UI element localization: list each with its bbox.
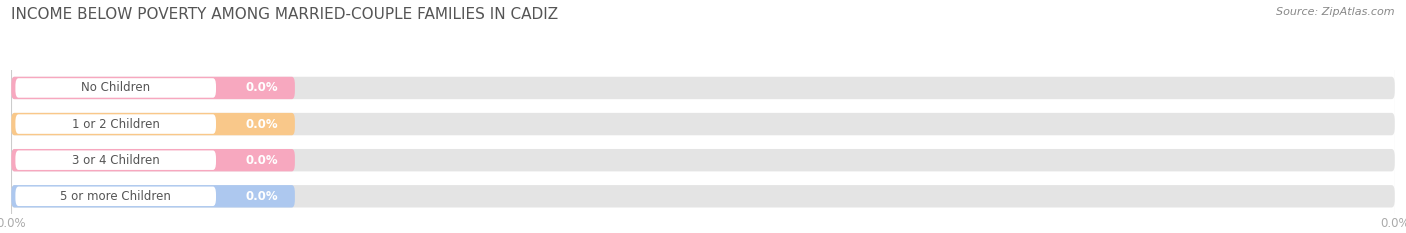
FancyBboxPatch shape [11,185,295,208]
Text: 1 or 2 Children: 1 or 2 Children [72,118,160,130]
Text: Source: ZipAtlas.com: Source: ZipAtlas.com [1277,7,1395,17]
Text: 5 or more Children: 5 or more Children [60,190,172,203]
Text: 0.0%: 0.0% [246,190,278,203]
Text: INCOME BELOW POVERTY AMONG MARRIED-COUPLE FAMILIES IN CADIZ: INCOME BELOW POVERTY AMONG MARRIED-COUPL… [11,7,558,22]
Text: No Children: No Children [82,82,150,94]
Text: 0.0%: 0.0% [246,118,278,130]
FancyBboxPatch shape [11,149,295,171]
FancyBboxPatch shape [11,149,1395,171]
Text: 3 or 4 Children: 3 or 4 Children [72,154,159,167]
Text: 0.0%: 0.0% [246,154,278,167]
FancyBboxPatch shape [15,114,217,134]
Text: 0.0%: 0.0% [246,82,278,94]
FancyBboxPatch shape [15,78,217,98]
FancyBboxPatch shape [15,187,217,206]
FancyBboxPatch shape [11,185,1395,208]
FancyBboxPatch shape [11,77,1395,99]
FancyBboxPatch shape [11,113,1395,135]
FancyBboxPatch shape [15,151,217,170]
FancyBboxPatch shape [11,113,295,135]
FancyBboxPatch shape [11,77,295,99]
